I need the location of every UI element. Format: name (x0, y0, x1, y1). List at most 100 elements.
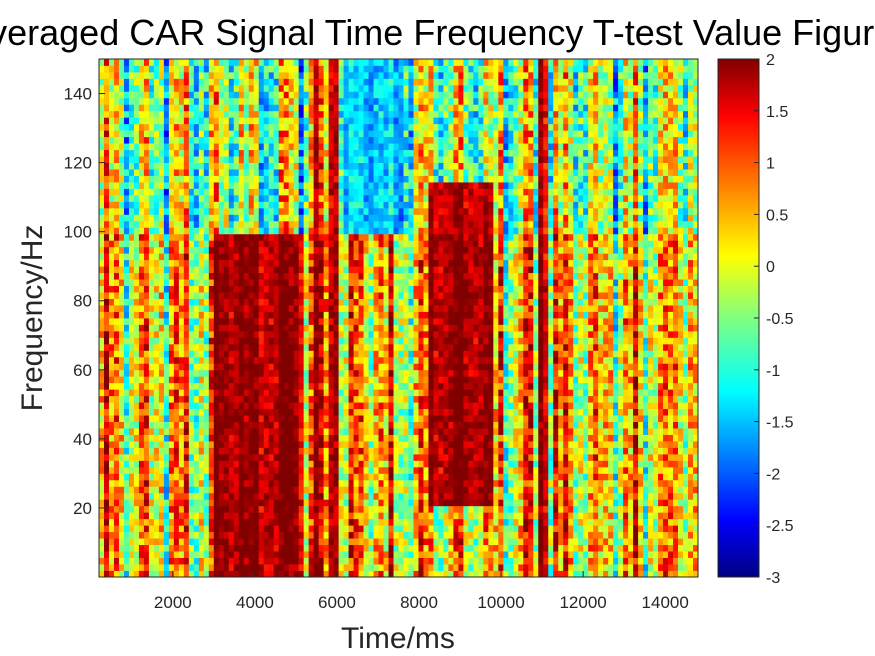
heatmap-cell (123, 65, 130, 73)
heatmap-cell (318, 466, 325, 474)
heatmap-cell (113, 337, 120, 345)
heatmap-cell (328, 292, 335, 299)
heatmap-cell (303, 492, 310, 500)
heatmap-cell (218, 408, 225, 416)
heatmap-cell (238, 182, 245, 189)
heatmap-cell (188, 227, 195, 235)
heatmap-cell (153, 156, 160, 163)
heatmap-cell (383, 460, 389, 468)
heatmap-cell (108, 136, 115, 144)
heatmap-cell (348, 194, 354, 202)
heatmap-cell (188, 389, 195, 397)
heatmap-cell (118, 285, 125, 293)
heatmap-cell (183, 557, 190, 565)
heatmap-cell (368, 337, 374, 345)
heatmap-cell (148, 473, 155, 481)
heatmap-cell (273, 421, 280, 429)
heatmap-cell (353, 143, 359, 151)
heatmap-cell (253, 91, 260, 99)
heatmap-cell (253, 473, 260, 481)
heatmap-cell (168, 434, 175, 442)
heatmap-cell (323, 175, 330, 183)
heatmap-cell (208, 110, 215, 118)
heatmap-cell (138, 194, 145, 202)
heatmap-cell (238, 97, 245, 105)
heatmap-cell (333, 473, 339, 481)
heatmap-cell (358, 415, 364, 423)
heatmap-cell (298, 266, 305, 274)
heatmap-cell (303, 110, 310, 118)
heatmap-cell (373, 369, 379, 377)
heatmap-cell (99, 84, 105, 92)
heatmap-cell (308, 143, 315, 151)
heatmap-cell (268, 434, 275, 442)
heatmap-cell (338, 285, 344, 293)
heatmap-cell (123, 441, 130, 448)
heatmap-cell (403, 337, 409, 345)
heatmap-cell (193, 220, 200, 228)
heatmap-cell (408, 402, 414, 410)
heatmap-cell (218, 402, 225, 410)
heatmap-cell (143, 253, 150, 261)
heatmap-cell (273, 292, 280, 299)
heatmap-cell (193, 91, 200, 99)
heatmap-cell (153, 466, 160, 474)
heatmap-cell (223, 253, 230, 261)
heatmap-cell (138, 389, 145, 397)
heatmap-cell (168, 499, 175, 507)
heatmap-cell (168, 363, 175, 371)
heatmap-cell (348, 473, 354, 481)
heatmap-cell (193, 259, 200, 267)
heatmap-cell (168, 71, 175, 79)
heatmap-cell (208, 71, 215, 79)
heatmap-cell (123, 330, 130, 338)
heatmap-cell (273, 233, 280, 241)
heatmap-cell (143, 337, 150, 345)
heatmap-cell (388, 246, 394, 254)
heatmap-cell (218, 479, 225, 487)
heatmap-cell (143, 71, 150, 79)
heatmap-cell (123, 169, 130, 176)
heatmap-cell (328, 343, 335, 351)
heatmap-cell (363, 214, 369, 222)
heatmap-cell (143, 415, 150, 423)
heatmap-cell (123, 453, 130, 461)
heatmap-cell (273, 227, 280, 235)
heatmap-cell (363, 479, 369, 487)
heatmap-cell (253, 402, 260, 410)
heatmap-cell (123, 130, 130, 138)
heatmap-cell (143, 350, 150, 358)
heatmap-cell (388, 408, 394, 416)
heatmap-cell (258, 408, 265, 416)
heatmap-cell (153, 318, 160, 325)
heatmap-cell (163, 305, 170, 312)
heatmap-cell (148, 343, 155, 351)
heatmap-cell (158, 447, 165, 455)
heatmap-cell (268, 421, 275, 429)
heatmap-cell (173, 525, 180, 533)
heatmap-cell (398, 492, 404, 500)
heatmap-cell (278, 447, 285, 455)
heatmap-cell (403, 266, 409, 274)
heatmap-cell (183, 408, 190, 416)
heatmap-cell (333, 175, 339, 183)
heatmap-cell (318, 525, 325, 533)
heatmap-cell (303, 518, 310, 526)
heatmap-cell (128, 324, 135, 332)
heatmap-cell (283, 453, 290, 461)
heatmap-cell (323, 531, 330, 539)
heatmap-cell (388, 479, 394, 487)
heatmap-cell (153, 246, 160, 254)
heatmap-cell (288, 305, 295, 312)
heatmap-cell (353, 350, 359, 358)
heatmap-cell (128, 175, 135, 183)
heatmap-cell (168, 337, 175, 345)
heatmap-cell (148, 557, 155, 565)
heatmap-cell (143, 311, 150, 319)
heatmap-cell (148, 169, 155, 176)
heatmap-cell (148, 65, 155, 73)
heatmap-cell (353, 369, 359, 377)
heatmap-cell (293, 78, 300, 86)
heatmap-cell (358, 525, 364, 533)
heatmap-cell (303, 363, 310, 371)
